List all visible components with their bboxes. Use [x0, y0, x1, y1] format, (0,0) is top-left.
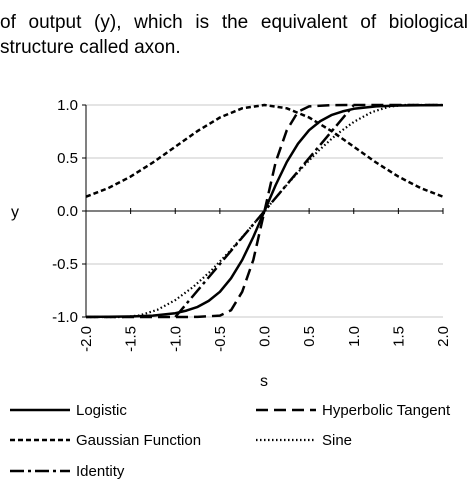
y-tick-labels: 1.0 0.5 0.0 -0.5 -1.0 — [52, 97, 78, 326]
legend: Logistic Hyperbolic Tangent Gaussian Funct… — [10, 402, 451, 480]
x-tick-label: -1.0 — [167, 326, 184, 352]
series-line-identity — [174, 104, 355, 318]
y-tick-label: 0.0 — [57, 203, 78, 220]
y-tick-label: -1.0 — [52, 309, 78, 326]
y-tick-label: -0.5 — [52, 256, 78, 273]
x-tick-label: -1.5 — [123, 326, 140, 352]
legend-label-hyperbolic-tangent: Hyperbolic Tangent — [322, 402, 451, 419]
legend-label-sine: Sine — [322, 432, 352, 449]
x-tick-label: 0.5 — [301, 326, 318, 347]
x-tick-labels: -2.0 -1.5 -1.0 -0.5 0.0 0.5 1.0 1.5 2.0 — [78, 326, 452, 352]
series-line-hyperbolic-tangent — [86, 103, 443, 319]
x-tick-label: -2.0 — [78, 326, 95, 352]
x-tick-label: 1.0 — [346, 326, 363, 347]
x-axis-title: s — [260, 373, 268, 390]
y-axis-title: y — [11, 204, 19, 221]
series-lines — [85, 103, 444, 319]
paragraph-line-1: of output (y), which is the equivalent o… — [0, 12, 468, 33]
paragraph-line-2: structure called axon. — [0, 37, 181, 58]
x-tick-label: 1.5 — [390, 326, 407, 347]
axes — [82, 104, 444, 318]
x-tick-label: -0.5 — [212, 326, 229, 352]
legend-label-identity: Identity — [76, 463, 125, 480]
series-line-sine — [86, 103, 443, 319]
legend-label-gaussian-function: Gaussian Function — [76, 432, 201, 449]
y-tick-label: 1.0 — [57, 97, 78, 114]
x-tick-label: 0.0 — [257, 326, 274, 347]
series-line-gaussian-function — [85, 103, 444, 198]
x-tick-label: 2.0 — [435, 326, 452, 347]
y-tick-label: 0.5 — [57, 150, 78, 167]
legend-label-logistic: Logistic — [76, 402, 127, 419]
